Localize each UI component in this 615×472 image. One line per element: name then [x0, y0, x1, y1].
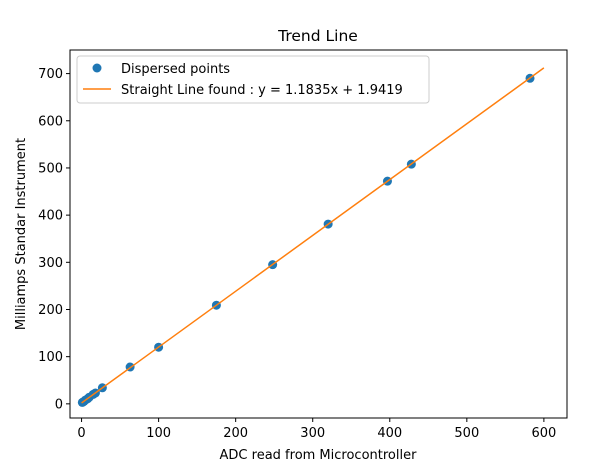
y-tick-label: 300: [38, 256, 63, 271]
x-tick-label: 600: [531, 426, 556, 441]
y-tick-label: 500: [38, 161, 63, 176]
y-tick-label: 400: [38, 209, 63, 224]
y-tick-label: 700: [38, 67, 63, 82]
y-tick-label: 200: [38, 303, 63, 318]
x-tick-label: 400: [377, 426, 402, 441]
legend: Dispersed points Straight Line found : y…: [76, 55, 430, 104]
legend-box: [76, 55, 430, 104]
y-axis: 0 100 200 300 400 500 600 700: [38, 67, 70, 412]
x-axis-label: ADC read from Microcontroller: [220, 448, 418, 463]
trend-line: [81, 67, 545, 404]
x-tick-label: 100: [146, 426, 171, 441]
legend-label-dispersed-points: Dispersed points: [121, 62, 230, 77]
x-tick-label: 0: [77, 426, 85, 441]
x-tick-label: 200: [223, 426, 248, 441]
y-axis-label: Milliamps Standar Instrument: [14, 138, 29, 330]
x-tick-label: 500: [454, 426, 479, 441]
series-layer: [77, 67, 545, 407]
y-tick-label: 600: [38, 114, 63, 129]
y-tick-label: 100: [38, 350, 63, 365]
legend-label-straight-line: Straight Line found : y = 1.1835x + 1.94…: [121, 83, 403, 98]
y-tick-label: 0: [55, 397, 63, 412]
chart-title: Trend Line: [277, 27, 358, 45]
x-tick-label: 300: [300, 426, 325, 441]
legend-marker-dispersed-points: [92, 63, 102, 73]
x-axis: 0 100 200 300 400 500 600: [77, 418, 556, 441]
